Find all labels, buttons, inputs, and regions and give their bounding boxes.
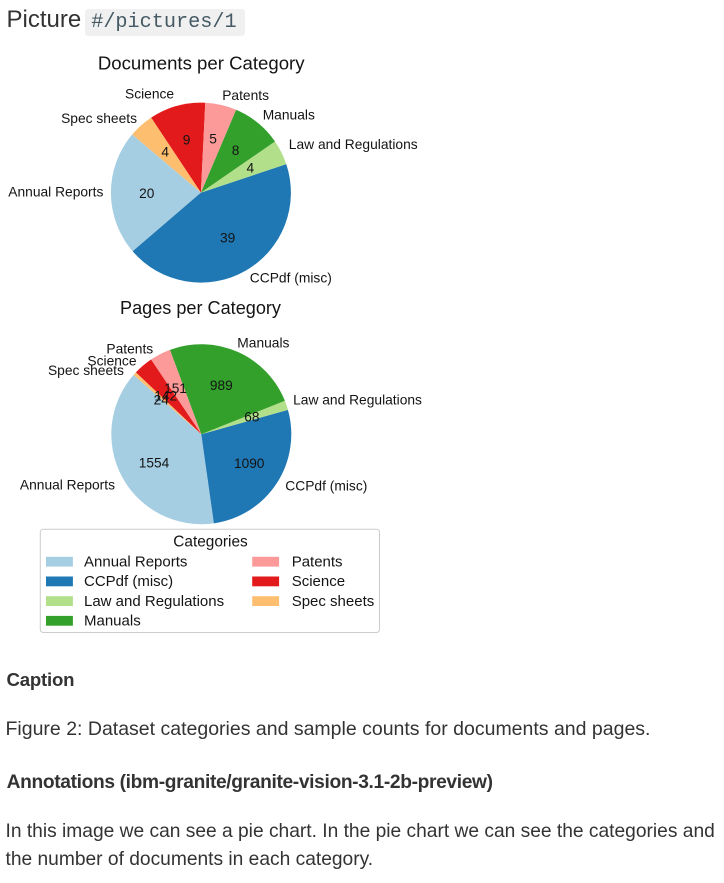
svg-text:Law and Regulations: Law and Regulations bbox=[293, 393, 422, 408]
svg-text:Manuals: Manuals bbox=[263, 107, 315, 122]
svg-text:4: 4 bbox=[161, 145, 169, 160]
svg-text:Manuals: Manuals bbox=[84, 613, 141, 630]
svg-text:Science: Science bbox=[87, 353, 136, 368]
svg-text:Annual Reports: Annual Reports bbox=[8, 185, 103, 200]
svg-text:Patents: Patents bbox=[106, 341, 153, 356]
svg-text:Spec sheets: Spec sheets bbox=[292, 593, 375, 610]
svg-text:4: 4 bbox=[246, 161, 254, 176]
svg-text:Science: Science bbox=[125, 87, 174, 102]
svg-text:Law and Regulations: Law and Regulations bbox=[289, 137, 418, 152]
svg-text:Spec sheets: Spec sheets bbox=[48, 363, 124, 378]
svg-text:Annual Reports: Annual Reports bbox=[84, 553, 187, 570]
svg-text:Spec sheets: Spec sheets bbox=[61, 111, 137, 126]
svg-text:20: 20 bbox=[139, 186, 155, 201]
svg-text:68: 68 bbox=[244, 410, 260, 425]
svg-text:Pages per Category: Pages per Category bbox=[120, 298, 282, 318]
svg-text:1554: 1554 bbox=[139, 455, 170, 470]
svg-text:CCPdf (misc): CCPdf (misc) bbox=[84, 573, 173, 590]
svg-text:151: 151 bbox=[164, 381, 187, 396]
svg-text:CCPdf (misc): CCPdf (misc) bbox=[285, 479, 367, 494]
svg-text:9: 9 bbox=[183, 132, 191, 147]
svg-text:Patents: Patents bbox=[292, 553, 343, 570]
svg-text:Patents: Patents bbox=[222, 88, 269, 103]
svg-text:1090: 1090 bbox=[234, 456, 265, 471]
svg-text:142: 142 bbox=[154, 388, 177, 403]
svg-text:8: 8 bbox=[232, 143, 240, 158]
svg-text:Law and Regulations: Law and Regulations bbox=[84, 593, 224, 610]
svg-text:Documents per Category: Documents per Category bbox=[98, 52, 305, 73]
svg-text:Categories: Categories bbox=[173, 534, 248, 551]
svg-text:39: 39 bbox=[220, 231, 235, 246]
svg-text:CCPdf (misc): CCPdf (misc) bbox=[250, 270, 332, 285]
svg-text:989: 989 bbox=[210, 378, 233, 393]
svg-text:Science: Science bbox=[292, 573, 345, 590]
svg-text:Manuals: Manuals bbox=[237, 336, 289, 351]
svg-text:24: 24 bbox=[154, 393, 170, 408]
svg-text:5: 5 bbox=[209, 132, 217, 147]
svg-text:Annual Reports: Annual Reports bbox=[20, 477, 115, 492]
